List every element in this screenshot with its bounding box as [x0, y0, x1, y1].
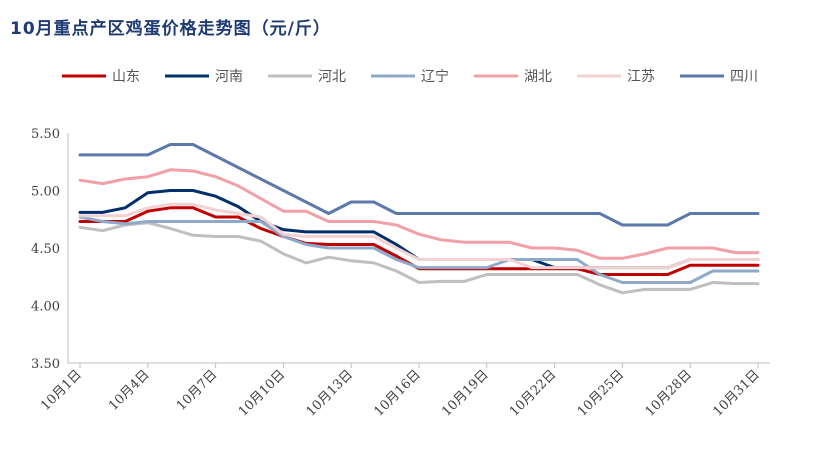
legend-label: 辽宁 — [421, 68, 449, 85]
legend-label: 河南 — [215, 69, 243, 85]
x-tick-label: 10月25日 — [575, 367, 627, 419]
y-tick-label: 4.50 — [31, 242, 60, 257]
legend: 山东 河南 河北 辽宁 湖北 江苏 四川 — [62, 68, 758, 85]
x-tick-label: 10月22日 — [507, 367, 559, 419]
x-tick-label: 10月7日 — [174, 367, 221, 414]
y-tick-label: 3.50 — [31, 357, 60, 372]
x-tick-label: 10月13日 — [304, 367, 356, 419]
y-tick-label: 5.00 — [31, 185, 60, 200]
series-line-5 — [78, 168, 760, 260]
series-line-2 — [78, 189, 760, 270]
legend-label: 江苏 — [627, 69, 655, 85]
x-tick-label: 10月1日 — [38, 367, 85, 414]
x-tick-label: 10月31日 — [710, 367, 762, 419]
series-line-1 — [78, 206, 760, 276]
x-tick-label: 10月16日 — [371, 367, 423, 419]
series-lines — [78, 143, 760, 295]
legend-label: 湖北 — [524, 69, 552, 85]
series-line-3 — [78, 221, 760, 295]
series-line-4 — [78, 215, 760, 284]
x-tick-label: 10月4日 — [106, 367, 153, 414]
x-tick-label: 10月19日 — [439, 367, 491, 419]
y-axis: 3.50 4.00 4.50 5.00 5.50 — [31, 127, 69, 372]
series-line-6 — [78, 202, 760, 270]
legend-label: 山东 — [112, 69, 140, 85]
y-tick-label: 5.50 — [31, 127, 60, 142]
legend-label: 河北 — [318, 69, 346, 85]
chart-title: 10月重点产区鸡蛋价格走势图（元/斤） — [10, 19, 331, 39]
x-tick-label: 10月28日 — [643, 367, 695, 419]
x-tick-label: 10月10日 — [236, 367, 288, 419]
y-tick-label: 4.00 — [31, 300, 60, 315]
legend-label: 四川 — [730, 69, 758, 85]
series-line-7 — [78, 143, 760, 227]
x-axis: 10月1日 10月4日 10月7日 10月10日 10月13日 10月16日 10月19日 1… — [38, 362, 770, 420]
